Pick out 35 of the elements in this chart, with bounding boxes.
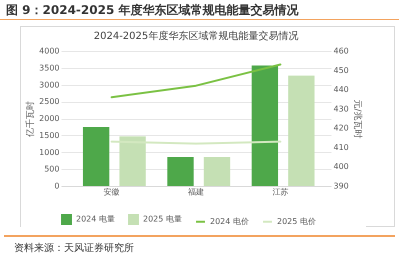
chart-subtitle: 2024-2025年度华东区域常规电能量交易情况 [94,30,298,42]
x-tick-label: 福建 [188,188,204,196]
y2-tick-label: 390 [334,182,349,190]
y2-tick-label: 420 [334,124,349,133]
y-tick-label: 0 [54,182,60,190]
y-tick-label: 500 [44,164,60,174]
bar [288,76,315,186]
bar [167,156,194,186]
text: 资料来源：天风证券研究所 [13,242,135,255]
y2-tick-label: 410 [334,142,349,152]
chart-title: 图 9：2024-2025 年度华东区域常规电能量交易情况 [0,0,399,20]
y2-tick-label: 440 [334,85,349,94]
y2-tick-label: 430 [334,104,349,114]
y2-tick-label: 400 [334,162,349,172]
bar [82,126,110,186]
x-tick-label: 江苏 [272,188,288,196]
x-tick-label: 安徽 [104,188,120,196]
legend-label: 2025 电量 [143,214,182,224]
y-axis-title: 亿千瓦时 [25,101,36,138]
legend-label: 2024 电价 [210,216,249,226]
y2-tick-label: 460 [334,46,349,56]
y-tick-label: 2000 [39,114,60,123]
legend-label: 2024 电量 [76,214,115,224]
y-tick-label: 1000 [39,148,60,157]
y2-tick-label: 450 [334,66,349,75]
y-tick-label: 3000 [39,80,60,90]
y-tick-label: 4000 [39,46,60,56]
legend-label: 2025 电价 [277,216,316,226]
bar [252,66,278,186]
y-tick-label: 2500 [39,97,60,106]
y-tick-label: 1500 [39,130,60,140]
bar [204,156,230,186]
y-tick-label: 3500 [39,63,60,72]
bar [119,136,146,186]
y2-axis-title: 元/兆瓦时 [352,99,363,139]
